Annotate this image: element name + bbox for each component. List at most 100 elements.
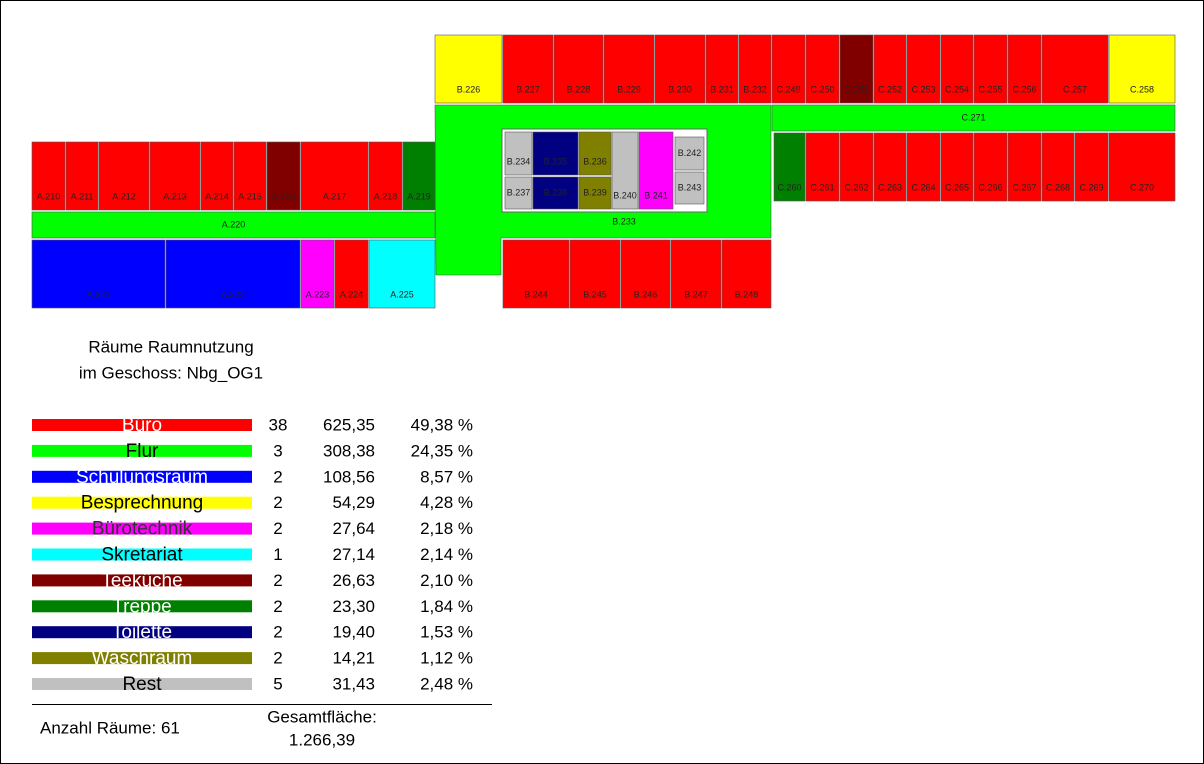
room: [638, 131, 674, 210]
legend-name: Besprechnung: [81, 493, 204, 514]
room: [839, 34, 874, 104]
room-label: B.246: [634, 289, 658, 299]
room: [502, 239, 570, 309]
room-label: A.210: [37, 191, 61, 201]
room: [805, 34, 840, 104]
legend-name: Bürotechnik: [92, 519, 193, 540]
room: [973, 132, 1008, 202]
room-label: C.251: [844, 84, 868, 94]
room: [504, 176, 533, 210]
room-label: B.229: [617, 84, 641, 94]
room-label: A.222: [221, 289, 245, 299]
room: [200, 141, 234, 211]
room-label: B.233: [612, 216, 636, 226]
room-label: A.220: [222, 219, 246, 229]
room: [578, 131, 612, 176]
room-label: C.262: [844, 182, 868, 192]
room-label: C.271: [961, 112, 985, 122]
legend-count: 5: [273, 674, 282, 693]
legend-area: 26,63: [332, 571, 375, 590]
room-label: A.224: [340, 289, 364, 299]
legend-count: 3: [273, 441, 282, 460]
room: [611, 131, 639, 210]
legend-swatch: [32, 419, 252, 431]
room: [334, 239, 369, 309]
room-label: C.253: [911, 84, 935, 94]
room: [532, 176, 579, 210]
room: [300, 239, 335, 309]
room: [98, 141, 150, 211]
legend-name: Rest: [122, 674, 162, 695]
room: [771, 104, 1176, 132]
room-label: C.249: [776, 84, 800, 94]
room: [65, 141, 99, 211]
room-label: A.214: [205, 191, 229, 201]
room: [233, 141, 267, 211]
room: [674, 171, 705, 205]
legend-swatch: [32, 522, 252, 535]
room-count: Anzahl Räume: 61: [40, 718, 180, 737]
room: [906, 34, 941, 104]
room: [504, 131, 533, 176]
room: [31, 239, 166, 309]
legend-count: 38: [269, 415, 288, 434]
legend-percent: 1,12 %: [420, 649, 473, 668]
room-label: A.211: [71, 191, 94, 201]
legend-percent: 2,10 %: [420, 571, 473, 590]
legend-area: 23,30: [332, 597, 375, 616]
legend-count: 2: [273, 597, 282, 616]
room: [973, 34, 1008, 104]
room: [670, 239, 722, 309]
legend-area: 31,43: [332, 674, 375, 693]
legend-title: Räume Raumnutzung: [88, 337, 253, 356]
legend-swatch: [32, 470, 252, 483]
legend-swatch: [32, 600, 252, 613]
rooms: A.210 A.211 A.212 A.213 A.214 A.215 A.216 A.217…: [31, 34, 1176, 309]
room: [1007, 132, 1042, 202]
room-label: B.234: [507, 156, 531, 166]
room: [553, 34, 604, 104]
legend-percent: 8,57 %: [420, 467, 473, 486]
room: [1041, 132, 1075, 202]
room: [31, 141, 66, 211]
room-label: A.216: [272, 191, 296, 201]
room-label: C.263: [878, 182, 902, 192]
legend-swatch: [32, 496, 252, 509]
room: [654, 34, 706, 104]
room-label: C.260: [777, 182, 801, 192]
room: [368, 239, 436, 309]
legend-name: Skretariat: [101, 545, 183, 566]
room-label: B.226: [457, 84, 481, 94]
room: [165, 239, 301, 309]
room: [300, 141, 369, 211]
legend-area: 27,64: [332, 519, 375, 538]
room: [1074, 132, 1109, 202]
room-label: A.218: [374, 191, 398, 201]
room: [569, 239, 621, 309]
room-label: B.240: [613, 190, 637, 200]
legend-name: Flur: [126, 441, 159, 462]
legend: Büro 38 625,35 49,38 % Flur 3 308,38 24,35 % Sch…: [32, 415, 473, 695]
room-label: A.221: [87, 289, 111, 299]
room: [368, 141, 403, 211]
legend-percent: 2,14 %: [420, 545, 473, 564]
legend-count: 2: [273, 467, 282, 486]
room: [402, 141, 436, 211]
room: [721, 239, 772, 309]
room: [773, 132, 806, 202]
room-label: C.255: [978, 84, 1002, 94]
legend-name: Schulungsraum: [76, 467, 208, 488]
room-label: B.242: [678, 148, 702, 158]
room-label: B.228: [567, 84, 591, 94]
total-value: 1.266,39: [289, 730, 355, 749]
legend-title: im Geschoss: Nbg_OG1: [79, 363, 263, 382]
legend-percent: 1,84 %: [420, 597, 473, 616]
room-label: B.247: [684, 289, 708, 299]
legend-swatch: [32, 626, 252, 639]
legend-swatch: [32, 444, 252, 457]
room-label: C.257: [1063, 84, 1087, 94]
room: [578, 176, 612, 210]
room: [1108, 132, 1176, 202]
room-label: C.254: [945, 84, 969, 94]
legend-name: Waschraum: [92, 648, 193, 669]
